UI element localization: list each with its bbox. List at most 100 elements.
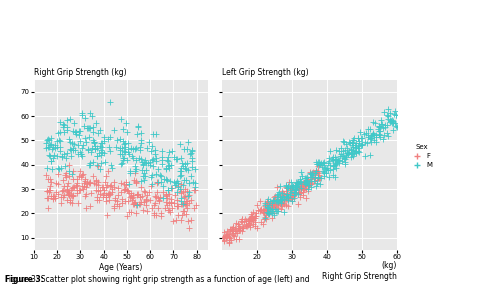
Point bbox=[290, 195, 298, 200]
Point bbox=[48, 147, 56, 151]
Point bbox=[180, 195, 188, 200]
Point bbox=[256, 209, 263, 214]
Point bbox=[98, 150, 106, 154]
Point bbox=[247, 212, 255, 216]
Point bbox=[81, 135, 89, 140]
Point bbox=[369, 130, 377, 135]
Point bbox=[251, 214, 258, 218]
Point bbox=[141, 158, 149, 162]
Point bbox=[270, 213, 278, 217]
Point bbox=[77, 151, 85, 156]
Point bbox=[278, 200, 286, 204]
Point bbox=[127, 191, 135, 195]
Point bbox=[176, 187, 183, 192]
Point bbox=[152, 158, 160, 163]
Point bbox=[137, 157, 145, 161]
Point bbox=[120, 138, 127, 143]
Point bbox=[77, 152, 85, 156]
Point bbox=[240, 218, 248, 223]
Point bbox=[140, 171, 148, 175]
Point bbox=[129, 201, 136, 206]
Point bbox=[281, 192, 288, 196]
Point bbox=[303, 179, 311, 184]
Point bbox=[261, 203, 269, 208]
Point bbox=[290, 190, 298, 194]
Point bbox=[228, 227, 236, 231]
Point bbox=[301, 179, 308, 184]
Point bbox=[320, 163, 328, 168]
Point bbox=[147, 174, 155, 179]
Point bbox=[339, 154, 347, 158]
Point bbox=[183, 206, 191, 211]
Point bbox=[292, 185, 300, 189]
Point bbox=[136, 195, 144, 199]
Point bbox=[361, 154, 368, 158]
Point bbox=[254, 208, 261, 212]
Point bbox=[277, 202, 285, 206]
Point bbox=[58, 195, 65, 199]
Point bbox=[68, 172, 76, 177]
Point bbox=[65, 162, 73, 167]
Point bbox=[271, 207, 279, 212]
Point bbox=[274, 191, 282, 196]
Point bbox=[266, 210, 273, 214]
Point bbox=[362, 140, 369, 144]
Point bbox=[67, 154, 75, 158]
Point bbox=[104, 137, 111, 142]
Point bbox=[375, 124, 383, 129]
Point bbox=[121, 141, 128, 146]
Point bbox=[66, 117, 74, 122]
Point bbox=[142, 196, 150, 201]
Point bbox=[252, 213, 260, 218]
Point bbox=[306, 180, 314, 184]
Point bbox=[61, 173, 69, 177]
Point bbox=[76, 169, 84, 173]
Point bbox=[134, 192, 142, 196]
Point bbox=[348, 143, 356, 147]
Point bbox=[152, 156, 160, 160]
Point bbox=[366, 127, 374, 131]
Point bbox=[127, 193, 135, 198]
Point bbox=[277, 206, 285, 211]
Point bbox=[135, 155, 142, 160]
Point bbox=[83, 192, 91, 196]
Point bbox=[277, 198, 285, 202]
Point bbox=[72, 184, 80, 189]
Point bbox=[91, 121, 99, 125]
Point bbox=[88, 145, 95, 150]
Point bbox=[234, 227, 242, 231]
Point bbox=[173, 204, 181, 208]
Point bbox=[376, 129, 383, 133]
Point bbox=[261, 216, 269, 220]
Point bbox=[148, 158, 155, 162]
Point bbox=[168, 148, 176, 153]
Point bbox=[266, 203, 274, 208]
Point bbox=[348, 152, 356, 156]
Point bbox=[257, 206, 265, 211]
Point bbox=[55, 166, 62, 170]
Point bbox=[333, 159, 341, 164]
Point bbox=[100, 139, 107, 143]
Point bbox=[131, 171, 139, 176]
Point bbox=[329, 172, 337, 177]
Point bbox=[79, 186, 87, 191]
Point bbox=[339, 139, 347, 143]
Point bbox=[222, 235, 230, 239]
Point bbox=[297, 185, 305, 189]
Point bbox=[149, 164, 156, 168]
Point bbox=[238, 225, 245, 230]
Point bbox=[45, 176, 53, 181]
Point bbox=[62, 156, 70, 160]
Point bbox=[224, 234, 231, 238]
Point bbox=[367, 133, 375, 138]
Point bbox=[389, 119, 397, 124]
Point bbox=[348, 154, 355, 159]
Point bbox=[45, 205, 52, 210]
Point bbox=[157, 173, 165, 178]
Point bbox=[304, 183, 312, 188]
Point bbox=[238, 217, 246, 221]
Point bbox=[344, 152, 352, 157]
Point bbox=[304, 179, 312, 184]
Point bbox=[91, 139, 98, 144]
Point bbox=[117, 148, 124, 153]
